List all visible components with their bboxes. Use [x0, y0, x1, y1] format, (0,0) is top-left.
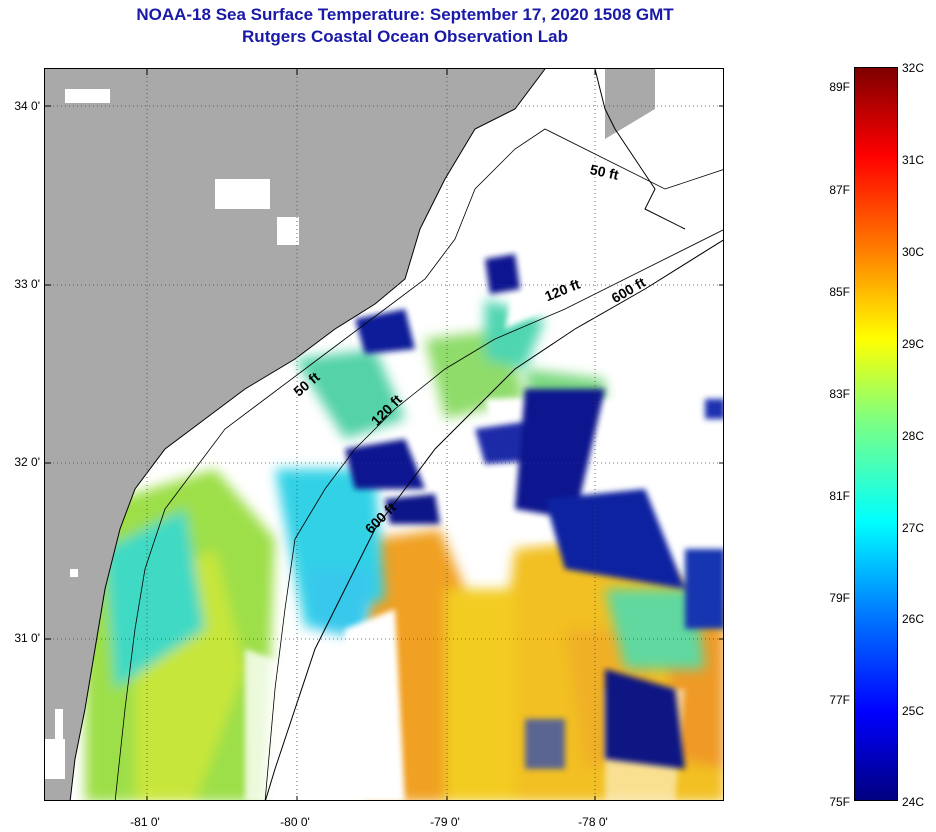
sst-shelf-water — [85, 299, 705, 800]
contour-50ft — [114, 128, 723, 800]
lon-label-80: -80 0' — [280, 815, 310, 829]
colorbar-c-29: 29C — [902, 337, 925, 351]
land-cloud-specks — [45, 89, 299, 779]
colorbar-c-25: 25C — [902, 704, 925, 718]
lon-label-78: -78 0' — [578, 815, 608, 829]
coastline — [69, 69, 546, 800]
lat-label-34: 34 0' — [14, 99, 40, 113]
map-title: NOAA-18 Sea Surface Temperature: Septemb… — [136, 5, 674, 24]
colorbar-f-85: 85F — [829, 285, 850, 299]
lon-label-79: -79 0' — [430, 815, 460, 829]
lat-label-33: 33 0' — [14, 277, 40, 291]
colorbar-c-27: 27C — [902, 521, 925, 535]
graticule — [45, 69, 723, 800]
colorbar-c-28: 28C — [902, 429, 925, 443]
temperature-colorbar — [854, 67, 898, 801]
lon-label-81: -81 0' — [130, 815, 160, 829]
colorbar-f-83: 83F — [829, 387, 850, 401]
contour-120ft — [264, 229, 723, 800]
colorbar-c-30: 30C — [902, 245, 925, 259]
lat-label-31: 31 0' — [14, 631, 40, 645]
colorbar-f-75: 75F — [829, 795, 850, 809]
colorbar-c-24: 24C — [902, 795, 925, 809]
colorbar-f-79: 79F — [829, 591, 850, 605]
land-patch — [605, 69, 655, 139]
colorbar-f-89: 89F — [829, 80, 850, 94]
colorbar-c-31: 31C — [902, 153, 925, 167]
map-subtitle: Rutgers Coastal Ocean Observation Lab — [242, 27, 568, 46]
sst-cold-patches — [345, 254, 723, 769]
sst-map-canvas — [45, 69, 723, 800]
land-mass — [45, 69, 545, 800]
tick-marks — [45, 69, 723, 800]
colorbar-f-81: 81F — [829, 489, 850, 503]
lat-label-32: 32 0' — [14, 455, 40, 469]
colorbar-c-26: 26C — [902, 612, 925, 626]
coastline-north — [594, 69, 686, 230]
contour-600ft — [265, 239, 723, 800]
colorbar-f-87: 87F — [829, 183, 850, 197]
colorbar-f-77: 77F — [829, 693, 850, 707]
sst-map — [44, 68, 724, 801]
colorbar-c-32: 32C — [902, 61, 925, 75]
